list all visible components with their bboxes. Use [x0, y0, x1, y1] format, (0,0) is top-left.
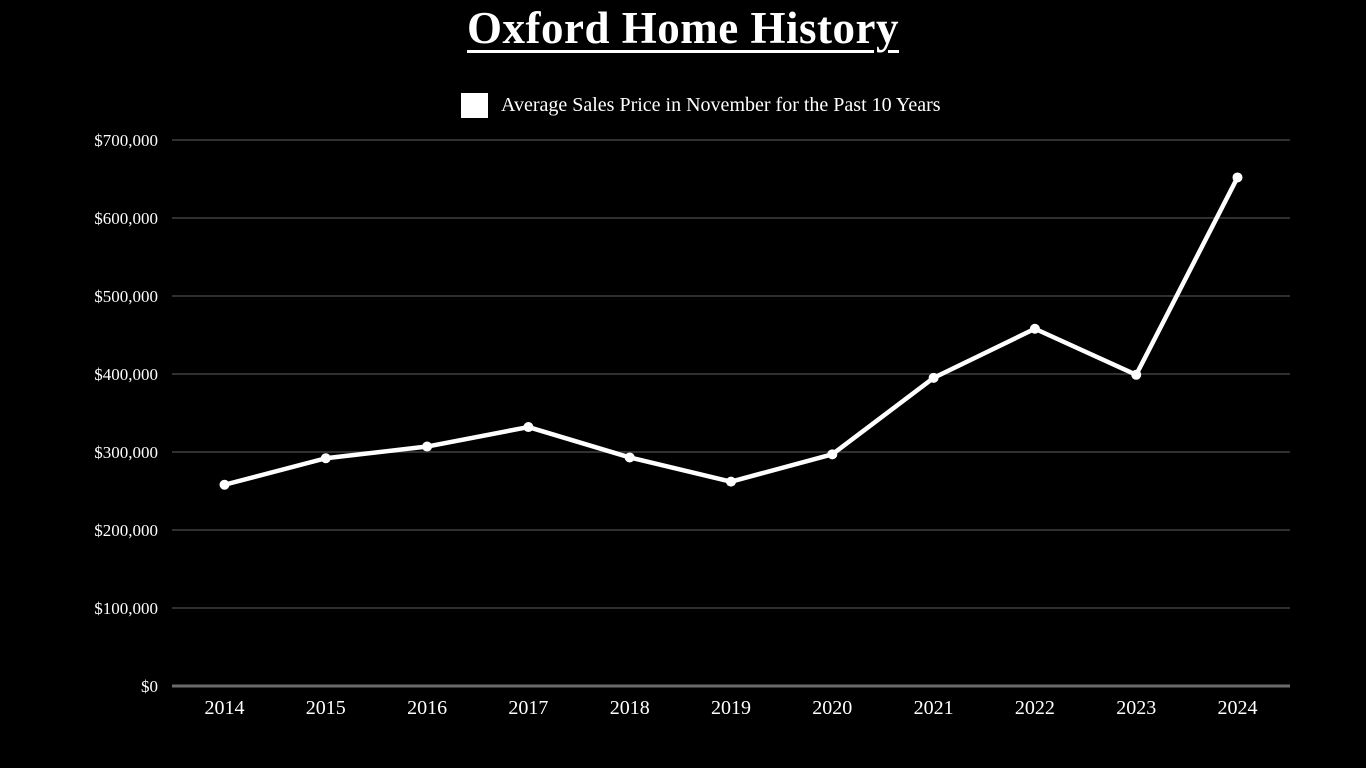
- data-point: [422, 441, 433, 452]
- data-point: [1232, 172, 1243, 183]
- x-axis-label: 2023: [1116, 697, 1156, 719]
- data-point: [726, 476, 736, 487]
- chart-title: Oxford Home History: [467, 3, 899, 53]
- page-title: Oxford Home History: [0, 2, 1366, 54]
- legend-swatch-icon: [461, 93, 488, 118]
- x-axis-label: 2016: [407, 697, 447, 719]
- x-axis-label: 2020: [812, 697, 852, 719]
- legend: Average Sales Price in November for the …: [461, 93, 941, 118]
- x-axis-label: 2022: [1015, 697, 1055, 719]
- y-axis-label: $700,000: [94, 131, 158, 150]
- data-point: [1029, 323, 1040, 334]
- y-axis-label: $100,000: [94, 599, 158, 618]
- price-line-series: [222, 175, 1240, 488]
- legend-label: Average Sales Price in November for the …: [501, 94, 941, 116]
- x-axis-label: 2021: [914, 697, 954, 719]
- x-axis-label: 2019: [711, 697, 751, 719]
- y-axis-label: $0: [141, 677, 158, 696]
- x-axis-label: 2014: [205, 697, 245, 719]
- y-axis-label: $400,000: [94, 365, 158, 384]
- data-point: [1131, 369, 1142, 380]
- data-point: [219, 479, 230, 490]
- data-point: [320, 453, 331, 464]
- y-axis-label: $500,000: [94, 287, 158, 306]
- x-axis-label: 2015: [306, 697, 346, 719]
- data-point: [827, 449, 838, 460]
- x-axis-label: 2018: [610, 697, 650, 719]
- x-axis-label: 2024: [1218, 697, 1258, 719]
- x-axis-label: 2017: [508, 697, 548, 719]
- data-point: [523, 422, 534, 433]
- y-axis-label: $300,000: [94, 443, 158, 462]
- y-axis-label: $600,000: [94, 209, 158, 228]
- data-point: [928, 372, 939, 383]
- data-point: [624, 452, 635, 463]
- y-axis-label: $200,000: [94, 521, 158, 540]
